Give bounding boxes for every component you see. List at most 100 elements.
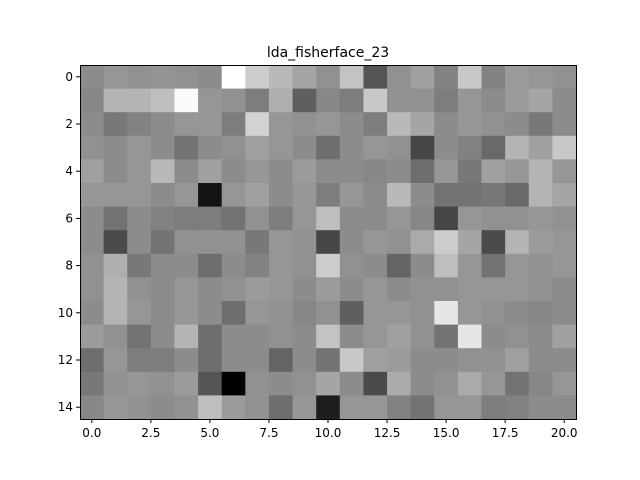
heatmap-cell-r3-c10 bbox=[316, 135, 341, 160]
heatmap-cell-r7-c19 bbox=[528, 230, 553, 255]
heatmap-cell-r8-c5 bbox=[198, 253, 223, 278]
heatmap-cell-r9-c19 bbox=[528, 277, 553, 302]
heatmap-cell-r8-c6 bbox=[221, 253, 246, 278]
heatmap-cell-r7-c1 bbox=[103, 230, 128, 255]
heatmap-cell-r10-c12 bbox=[363, 301, 388, 325]
heatmap-cell-r3-c12 bbox=[363, 135, 388, 160]
heatmap-cell-r2-c19 bbox=[528, 112, 553, 137]
heatmap-cell-r11-c9 bbox=[292, 324, 317, 349]
heatmap-cell-r5-c9 bbox=[292, 183, 317, 207]
heatmap-cell-r0-c9 bbox=[292, 65, 317, 89]
heatmap-cell-r1-c7 bbox=[245, 88, 270, 113]
heatmap-cell-r9-c9 bbox=[292, 277, 317, 302]
heatmap-cell-r10-c10 bbox=[316, 301, 341, 325]
heatmap-cell-r6-c19 bbox=[528, 206, 553, 231]
heatmap-cell-r3-c11 bbox=[339, 135, 364, 160]
heatmap-cell-r6-c10 bbox=[316, 206, 341, 231]
heatmap-cell-r13-c7 bbox=[245, 371, 270, 396]
heatmap-cell-r8-c0 bbox=[80, 253, 105, 278]
heatmap-cell-r14-c7 bbox=[245, 395, 270, 420]
heatmap-cell-r9-c18 bbox=[505, 277, 530, 302]
heatmap-cell-r14-c16 bbox=[457, 395, 482, 420]
heatmap-cell-r8-c18 bbox=[505, 253, 530, 278]
heatmap-cell-r6-c0 bbox=[80, 206, 105, 231]
heatmap-cell-r3-c2 bbox=[127, 135, 152, 160]
heatmap-cell-r1-c14 bbox=[410, 88, 435, 113]
heatmap-cell-r12-c15 bbox=[434, 348, 459, 373]
heatmap-cell-r13-c4 bbox=[174, 371, 199, 396]
heatmap-cell-r7-c5 bbox=[198, 230, 223, 255]
heatmap-cell-r12-c4 bbox=[174, 348, 199, 373]
heatmap-cell-r10-c20 bbox=[552, 301, 577, 325]
heatmap-cell-r14-c12 bbox=[363, 395, 388, 420]
heatmap-cell-r5-c11 bbox=[339, 183, 364, 207]
y-tick-label: 12 bbox=[58, 353, 73, 367]
heatmap-cell-r8-c7 bbox=[245, 253, 270, 278]
heatmap-cell-r1-c8 bbox=[268, 88, 293, 113]
heatmap-cell-r12-c18 bbox=[505, 348, 530, 373]
heatmap-cell-r6-c3 bbox=[150, 206, 175, 231]
heatmap-cell-r10-c15 bbox=[434, 301, 459, 325]
heatmap-cell-r0-c14 bbox=[410, 65, 435, 89]
heatmap-cell-r14-c5 bbox=[198, 395, 223, 420]
heatmap-cell-r1-c16 bbox=[457, 88, 482, 113]
heatmap-cell-r10-c5 bbox=[198, 301, 223, 325]
heatmap-cell-r6-c4 bbox=[174, 206, 199, 231]
heatmap-cell-r4-c19 bbox=[528, 159, 553, 184]
heatmap-cell-r9-c8 bbox=[268, 277, 293, 302]
heatmap-cell-r6-c17 bbox=[481, 206, 506, 231]
heatmap-cell-r8-c8 bbox=[268, 253, 293, 278]
heatmap-cell-r0-c8 bbox=[268, 65, 293, 89]
heatmap-cell-r0-c6 bbox=[221, 65, 246, 89]
heatmap-cell-r2-c10 bbox=[316, 112, 341, 137]
heatmap-cell-r9-c12 bbox=[363, 277, 388, 302]
heatmap-cell-r11-c11 bbox=[339, 324, 364, 349]
heatmap-cell-r13-c0 bbox=[80, 371, 105, 396]
heatmap-cell-r1-c17 bbox=[481, 88, 506, 113]
heatmap-cell-r2-c0 bbox=[80, 112, 105, 137]
heatmap-cell-r11-c16 bbox=[457, 324, 482, 349]
heatmap-cell-r8-c19 bbox=[528, 253, 553, 278]
heatmap-cell-r11-c6 bbox=[221, 324, 246, 349]
heatmap-cell-r12-c12 bbox=[363, 348, 388, 373]
heatmap-cell-r5-c2 bbox=[127, 183, 152, 207]
heatmap-cell-r5-c3 bbox=[150, 183, 175, 207]
heatmap-cell-r8-c3 bbox=[150, 253, 175, 278]
heatmap-cell-r14-c3 bbox=[150, 395, 175, 420]
heatmap-cell-r2-c2 bbox=[127, 112, 152, 137]
heatmap-cell-r14-c8 bbox=[268, 395, 293, 420]
heatmap-cell-r13-c18 bbox=[505, 371, 530, 396]
heatmap-cell-r9-c10 bbox=[316, 277, 341, 302]
heatmap-cell-r0-c2 bbox=[127, 65, 152, 89]
y-axis: 0 2 4 6 8 10 12 14 bbox=[58, 70, 80, 414]
heatmap-cell-r10-c16 bbox=[457, 301, 482, 325]
heatmap-cell-r3-c9 bbox=[292, 135, 317, 160]
heatmap-cell-r13-c10 bbox=[316, 371, 341, 396]
heatmap-cell-r9-c5 bbox=[198, 277, 223, 302]
heatmap-cell-r2-c8 bbox=[268, 112, 293, 137]
heatmap-cell-r4-c11 bbox=[339, 159, 364, 184]
heatmap-cell-r10-c3 bbox=[150, 301, 175, 325]
heatmap-cell-r13-c12 bbox=[363, 371, 388, 396]
y-tick-label: 2 bbox=[65, 117, 73, 131]
heatmap-cell-r9-c15 bbox=[434, 277, 459, 302]
heatmap-cell-r13-c9 bbox=[292, 371, 317, 396]
heatmap-cell-r8-c4 bbox=[174, 253, 199, 278]
heatmap-cell-r7-c14 bbox=[410, 230, 435, 255]
heatmap-cell-r10-c1 bbox=[103, 301, 128, 325]
heatmap-cell-r14-c6 bbox=[221, 395, 246, 420]
heatmap-cell-r3-c5 bbox=[198, 135, 223, 160]
heatmap-cell-r12-c11 bbox=[339, 348, 364, 373]
heatmap-cells bbox=[80, 65, 577, 420]
heatmap-cell-r6-c9 bbox=[292, 206, 317, 231]
heatmap-cell-r5-c16 bbox=[457, 183, 482, 207]
heatmap-cell-r8-c20 bbox=[552, 253, 577, 278]
heatmap-cell-r10-c2 bbox=[127, 301, 152, 325]
heatmap-cell-r1-c15 bbox=[434, 88, 459, 113]
heatmap-cell-r11-c0 bbox=[80, 324, 105, 349]
heatmap-cell-r3-c8 bbox=[268, 135, 293, 160]
heatmap-cell-r10-c11 bbox=[339, 301, 364, 325]
heatmap-cell-r11-c17 bbox=[481, 324, 506, 349]
heatmap-cell-r5-c6 bbox=[221, 183, 246, 207]
x-tick-label: 17.5 bbox=[492, 426, 519, 440]
